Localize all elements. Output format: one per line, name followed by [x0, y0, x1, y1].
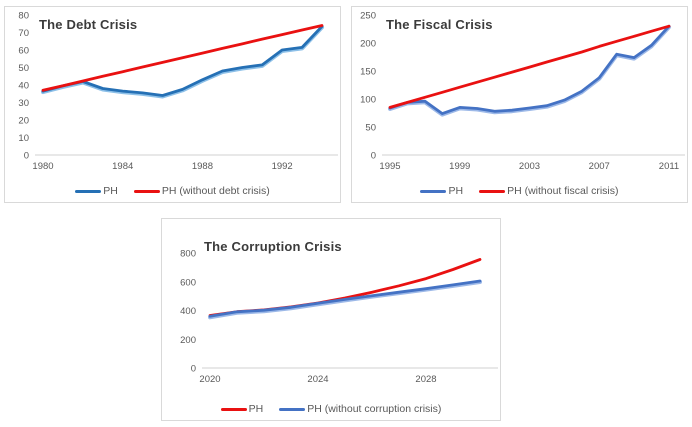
y-axis-tick-label: 150 [360, 67, 376, 78]
x-axis-tick-label: 2020 [199, 374, 220, 385]
y-axis-tick-label: 80 [18, 11, 29, 22]
legend-label: PH (without debt crisis) [161, 185, 270, 197]
chart-title: The Debt Crisis [39, 17, 138, 32]
x-axis-tick-label: 1988 [192, 161, 213, 172]
legend-item: PH (without fiscal crisis) [479, 185, 619, 197]
fiscal-crisis-chart: 0 50 100 150 200 250 1995 1999 2003 2007 2011 The … [351, 6, 688, 203]
legend-swatch [279, 407, 306, 411]
y-axis-tick-label: 200 [360, 39, 376, 50]
y-axis-tick-label: 600 [180, 277, 196, 288]
legend-label: PH (without corruption crisis) [307, 403, 442, 415]
y-axis-tick-label: 800 [180, 249, 196, 260]
y-axis-tick-label: 0 [24, 151, 29, 162]
y-axis-tick-label: 60 [18, 46, 29, 57]
legend-item: PH [420, 185, 463, 197]
legend-swatch [220, 407, 247, 411]
x-axis-tick-label: 2007 [589, 161, 610, 172]
corruption-crisis-chart: 0 200 400 600 800 2020 2024 2028 The Corruption… [161, 218, 501, 421]
y-axis-tick-label: 100 [360, 95, 376, 106]
series-edge-0 [388, 25, 671, 117]
series-line-0 [41, 24, 324, 97]
plot-area: 0 50 100 150 200 250 1995 1999 2003 2007 2011 [360, 11, 685, 172]
legend: PH PH (without fiscal crisis) [352, 185, 687, 197]
chart-title: The Corruption Crisis [204, 239, 342, 254]
y-axis-tick-label: 20 [18, 116, 29, 127]
series-edge-0 [41, 25, 324, 99]
y-axis-tick-label: 50 [365, 123, 376, 134]
debt-crisis-chart: 0 10 20 30 40 50 60 70 80 1980 1984 1988 1992 The De… [4, 6, 341, 203]
legend-swatch [133, 189, 160, 193]
y-axis-tick-label: 30 [18, 98, 29, 109]
y-axis-tick-label: 250 [360, 11, 376, 22]
x-axis-tick-label: 1984 [112, 161, 133, 172]
y-axis-tick-label: 0 [371, 151, 376, 162]
y-axis-tick-label: 400 [180, 306, 196, 317]
legend-label: PH [248, 403, 264, 415]
plot-area: 0 10 20 30 40 50 60 70 80 1980 1984 1988 1992 [18, 11, 338, 172]
x-axis-tick-label: 2028 [415, 374, 436, 385]
legend-item: PH [75, 185, 118, 197]
x-axis-tick-label: 1995 [379, 161, 400, 172]
legend-swatch [479, 189, 506, 193]
x-axis-tick-label: 2003 [519, 161, 540, 172]
legend-swatch [420, 189, 447, 193]
y-axis-tick-label: 40 [18, 81, 29, 92]
series-line-0 [388, 24, 671, 115]
legend-label: PH [103, 185, 118, 197]
legend: PH PH (without corruption crisis) [162, 403, 500, 415]
series-line-1 [388, 24, 671, 109]
series-line-1 [41, 24, 324, 92]
legend-label: PH (without fiscal crisis) [507, 185, 619, 197]
y-axis-tick-label: 50 [18, 63, 29, 74]
legend: PH PH (without debt crisis) [5, 185, 340, 197]
legend-item: PH (without debt crisis) [133, 185, 270, 197]
legend-swatch [75, 189, 102, 193]
x-axis-tick-label: 1992 [272, 161, 293, 172]
chart-title: The Fiscal Crisis [386, 17, 493, 32]
x-axis-tick-label: 1980 [32, 161, 53, 172]
legend-item: PH [220, 403, 264, 415]
legend-label: PH [448, 185, 464, 197]
x-axis-tick-label: 1999 [449, 161, 470, 172]
series-line-1 [208, 279, 482, 318]
x-axis-tick-label: 2024 [307, 374, 328, 385]
y-axis-tick-label: 10 [18, 133, 29, 144]
x-axis-tick-label: 2011 [659, 161, 679, 172]
plot-area: 0 200 400 600 800 2020 2024 2028 [180, 249, 498, 385]
y-axis-tick-label: 0 [191, 364, 196, 375]
legend-item: PH (without corruption crisis) [279, 403, 441, 415]
y-axis-tick-label: 200 [180, 335, 196, 346]
y-axis-tick-label: 70 [18, 28, 29, 39]
